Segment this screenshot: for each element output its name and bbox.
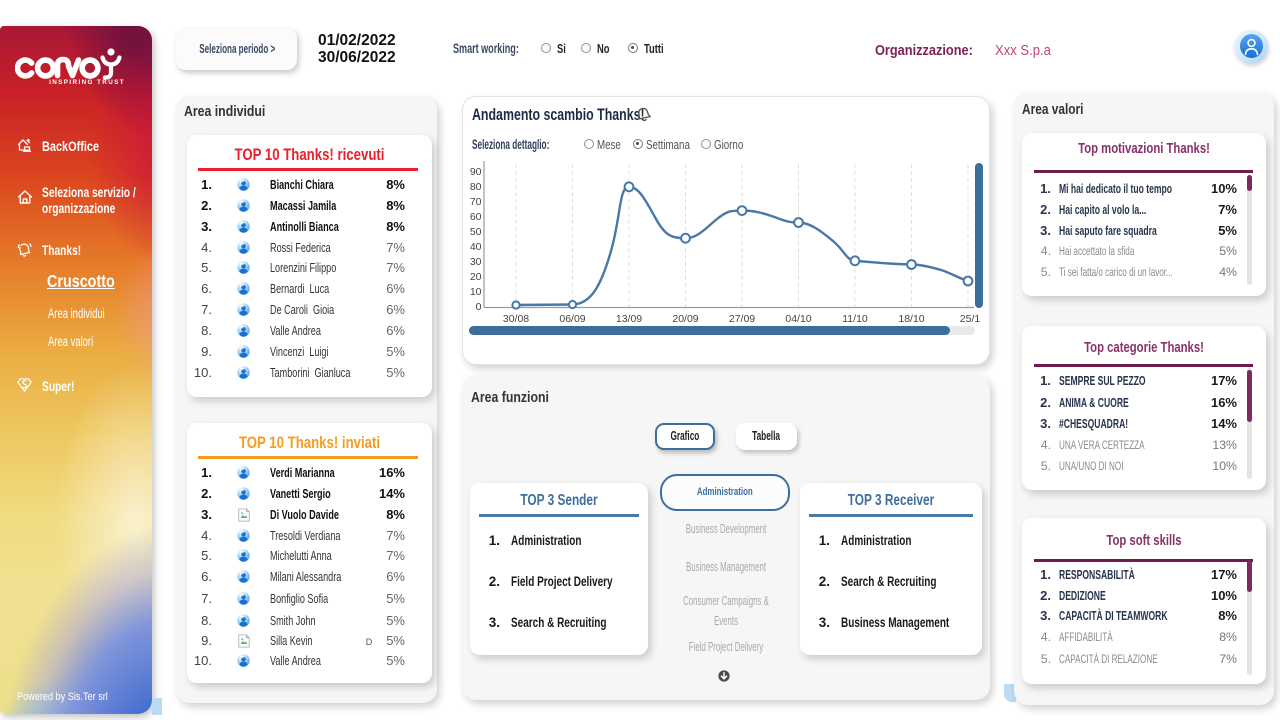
svg-text:40: 40 bbox=[470, 241, 482, 253]
svg-text:10: 10 bbox=[470, 286, 482, 298]
svg-text:70: 70 bbox=[470, 196, 482, 208]
svg-text:11/10: 11/10 bbox=[842, 313, 868, 325]
svg-text:80: 80 bbox=[470, 181, 482, 193]
svg-text:60: 60 bbox=[470, 211, 482, 223]
svg-text:20/09: 20/09 bbox=[672, 313, 698, 325]
svg-text:50: 50 bbox=[470, 226, 482, 238]
svg-text:13/09: 13/09 bbox=[616, 313, 642, 325]
svg-text:90: 90 bbox=[470, 166, 482, 178]
svg-text:0: 0 bbox=[476, 301, 482, 313]
svg-text:30/08: 30/08 bbox=[503, 313, 529, 325]
svg-text:06/09: 06/09 bbox=[559, 313, 585, 325]
svg-text:30: 30 bbox=[470, 256, 482, 268]
svg-text:20: 20 bbox=[470, 271, 482, 283]
svg-text:18/10: 18/10 bbox=[898, 313, 924, 325]
svg-text:04/10: 04/10 bbox=[785, 313, 811, 325]
svg-text:27/09: 27/09 bbox=[729, 313, 755, 325]
svg-text:25/1: 25/1 bbox=[960, 313, 981, 325]
